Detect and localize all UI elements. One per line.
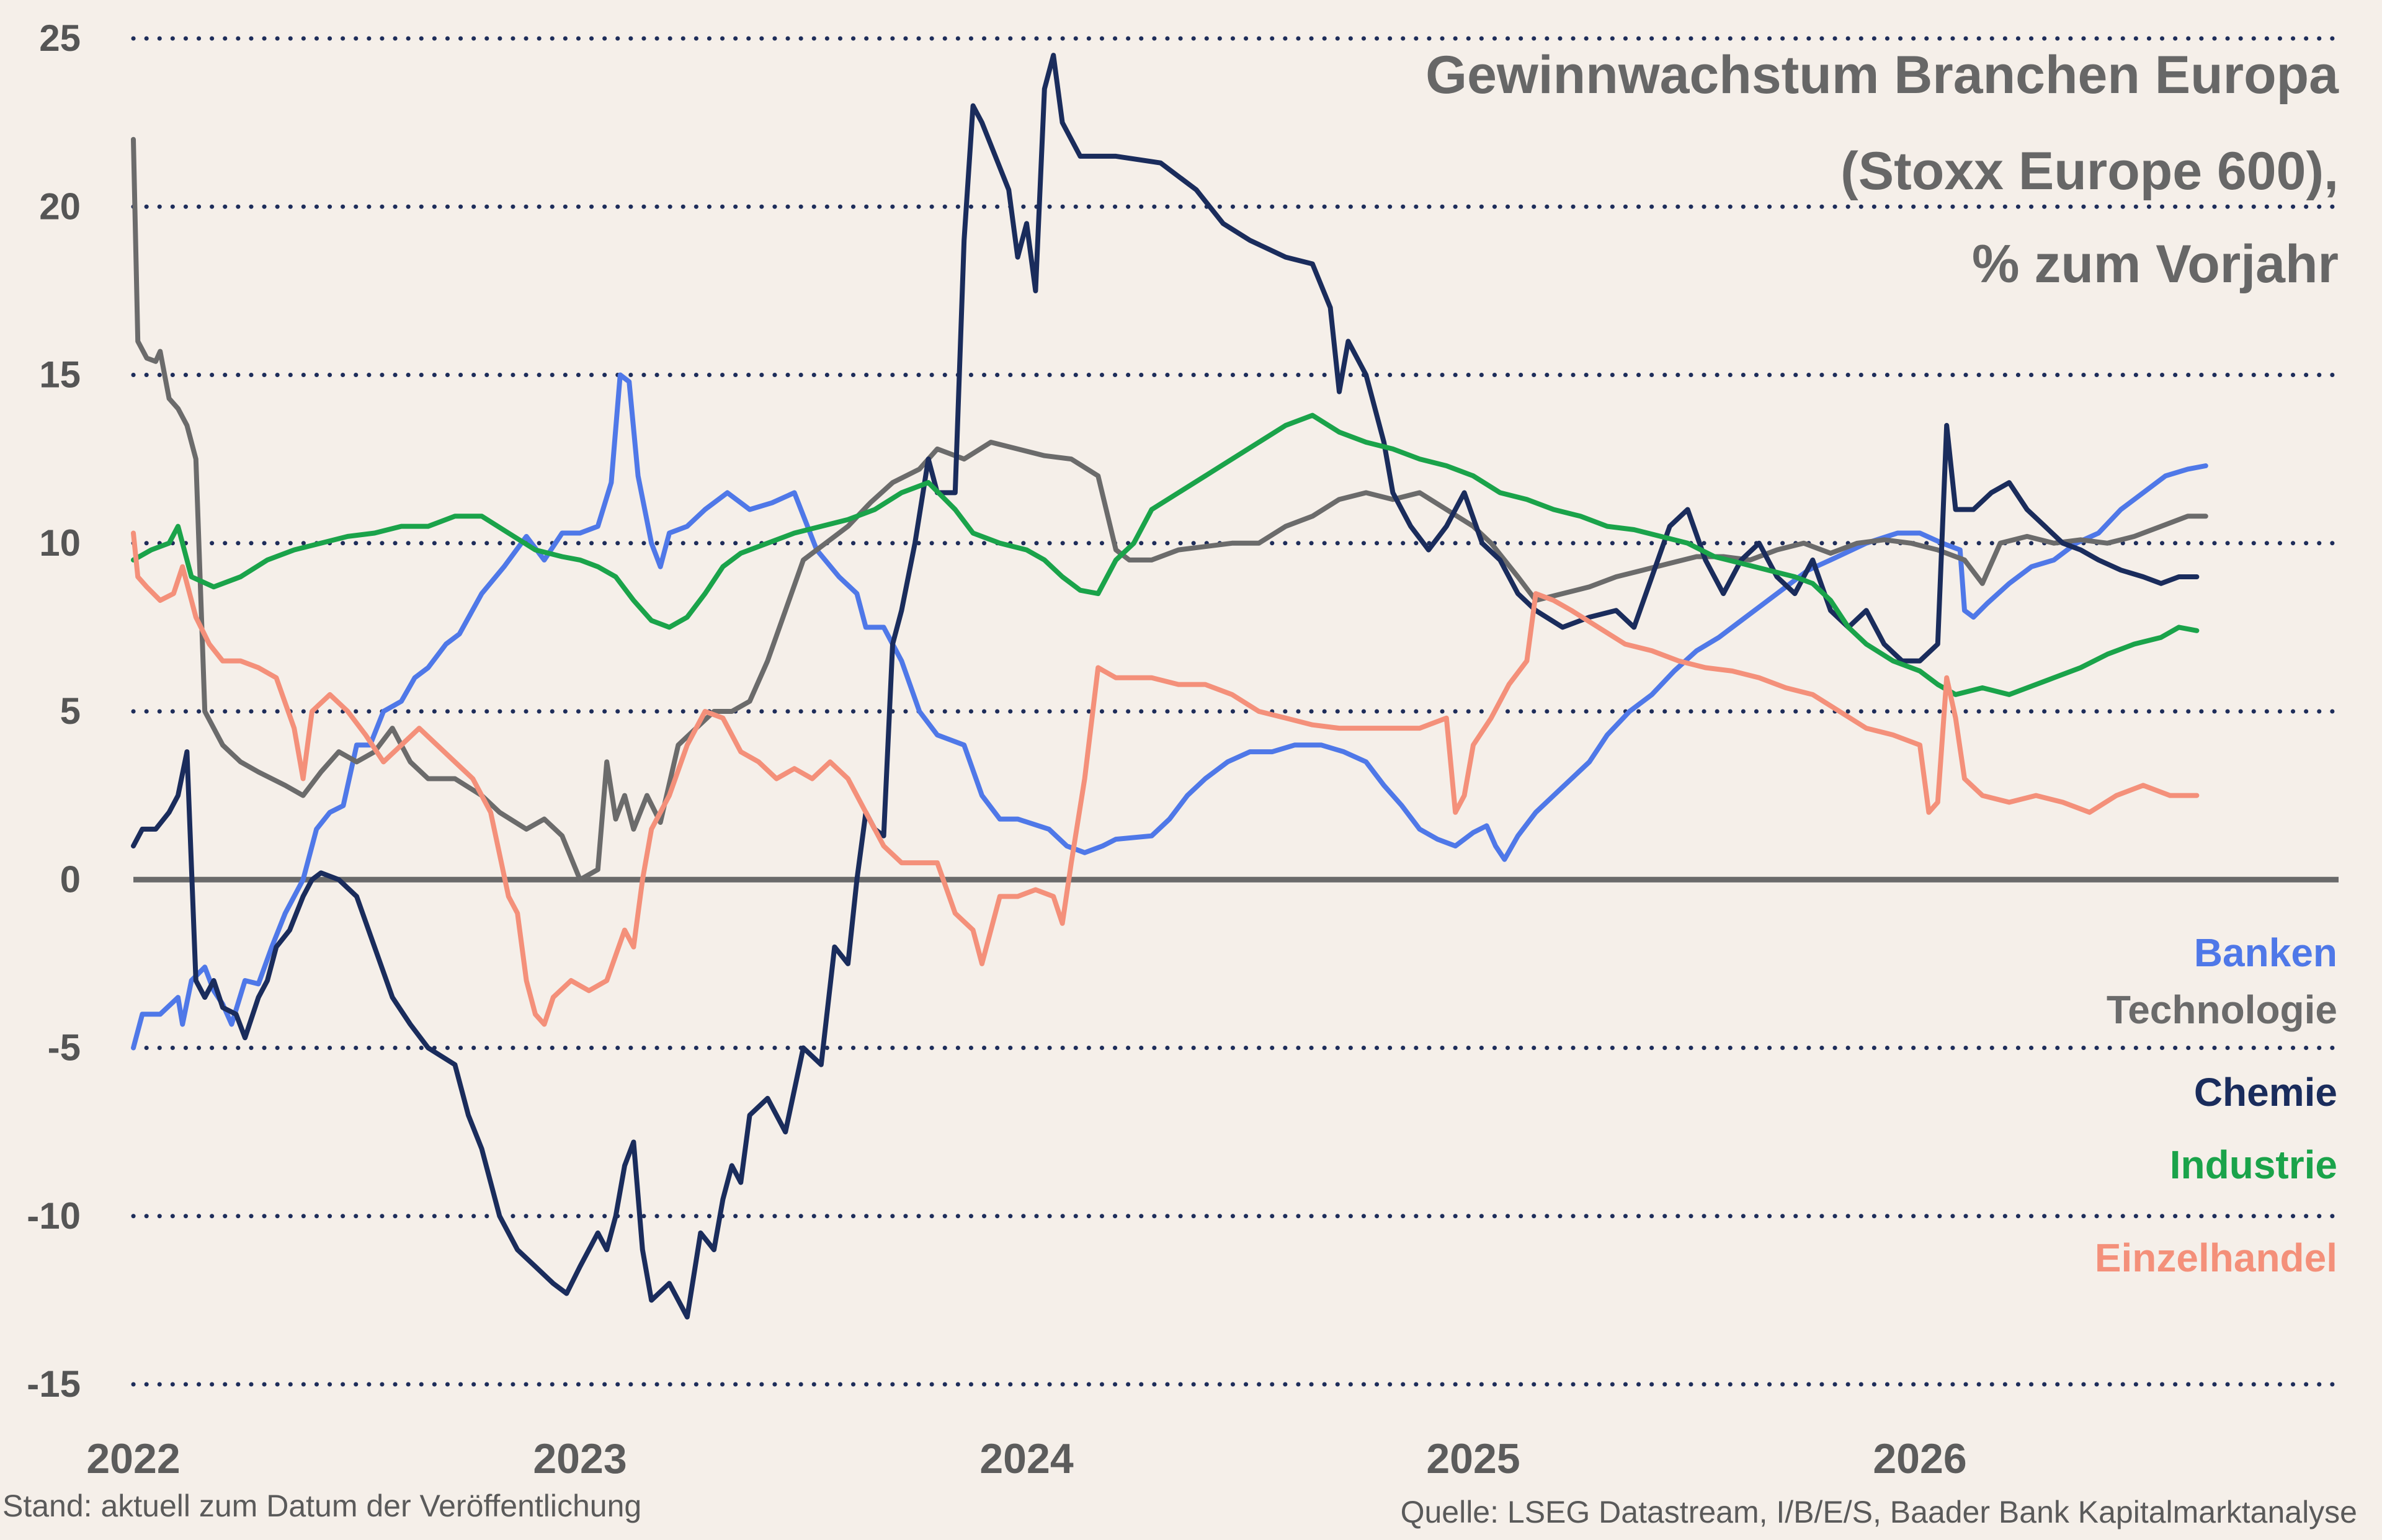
legend-einzelhandel: Einzelhandel	[2095, 1235, 2337, 1280]
footnote-right: Quelle: LSEG Datastream, I/B/E/S, Baader…	[1401, 1495, 2357, 1529]
y-tick-label: -5	[48, 1027, 81, 1069]
legend-banken: Banken	[2194, 930, 2337, 975]
title-line-3: % zum Vorjahr	[1972, 234, 2339, 294]
title-line-1: Gewinnwachstum Branchen Europa	[1425, 45, 2339, 105]
series-line-chemie	[131, 53, 2200, 1320]
series-line-einzelhandel	[131, 530, 2200, 1027]
legend-chemie: Chemie	[2194, 1070, 2337, 1115]
y-axis-ticks: 25 20 15 10 5 0 -5 -10 -15	[27, 17, 81, 1405]
y-tick-label: -10	[27, 1195, 81, 1237]
y-tick-label: -15	[27, 1363, 81, 1405]
y-tick-label: 20	[39, 185, 81, 227]
x-tick-label: 2025	[1426, 1435, 1520, 1482]
x-tick-label: 2024	[979, 1435, 1073, 1482]
y-tick-label: 0	[60, 858, 81, 900]
series-line-technologie	[131, 136, 2208, 883]
x-tick-label: 2022	[86, 1435, 180, 1482]
footnote-left: Stand: aktuell zum Datum der Veröffentli…	[2, 1489, 641, 1523]
legend-technologie: Technologie	[2107, 987, 2337, 1032]
y-tick-label: 25	[39, 17, 81, 59]
y-tick-label: 15	[39, 354, 81, 396]
y-tick-label: 10	[39, 522, 81, 564]
series-line-banken	[131, 372, 2208, 1051]
x-tick-label: 2026	[1873, 1435, 1966, 1482]
series-line-industrie	[131, 412, 2200, 697]
title-line-2: (Stoxx Europe 600),	[1840, 141, 2339, 201]
x-axis-ticks: 2022 2023 2024 2025 2026	[86, 1435, 1966, 1482]
chart-title: Gewinnwachstum Branchen Europa (Stoxx Eu…	[1425, 45, 2339, 294]
legend-industrie: Industrie	[2170, 1142, 2337, 1187]
x-tick-label: 2023	[533, 1435, 627, 1482]
legend: Banken Technologie Chemie Industrie Einzelha…	[2095, 930, 2337, 1280]
series-lines	[131, 53, 2208, 1320]
y-tick-label: 5	[60, 690, 81, 732]
